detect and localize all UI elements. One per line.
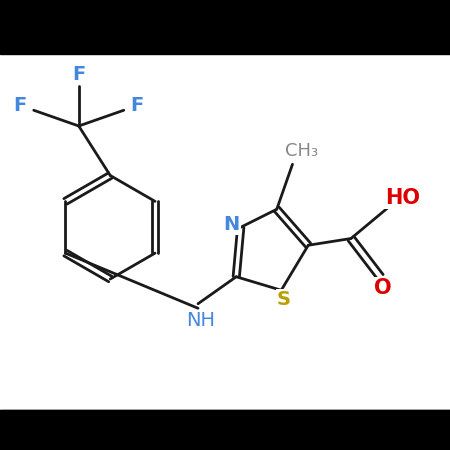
Text: N: N: [224, 216, 240, 234]
Bar: [0, 0, 450, 54]
Text: NH: NH: [186, 311, 215, 330]
Text: F: F: [14, 96, 27, 115]
Text: HO: HO: [385, 188, 420, 208]
Text: F: F: [72, 65, 86, 84]
Bar: [0, 410, 450, 450]
Text: S: S: [276, 290, 291, 309]
Text: CH₃: CH₃: [285, 142, 318, 160]
Text: F: F: [130, 96, 144, 115]
Text: O: O: [374, 278, 392, 298]
